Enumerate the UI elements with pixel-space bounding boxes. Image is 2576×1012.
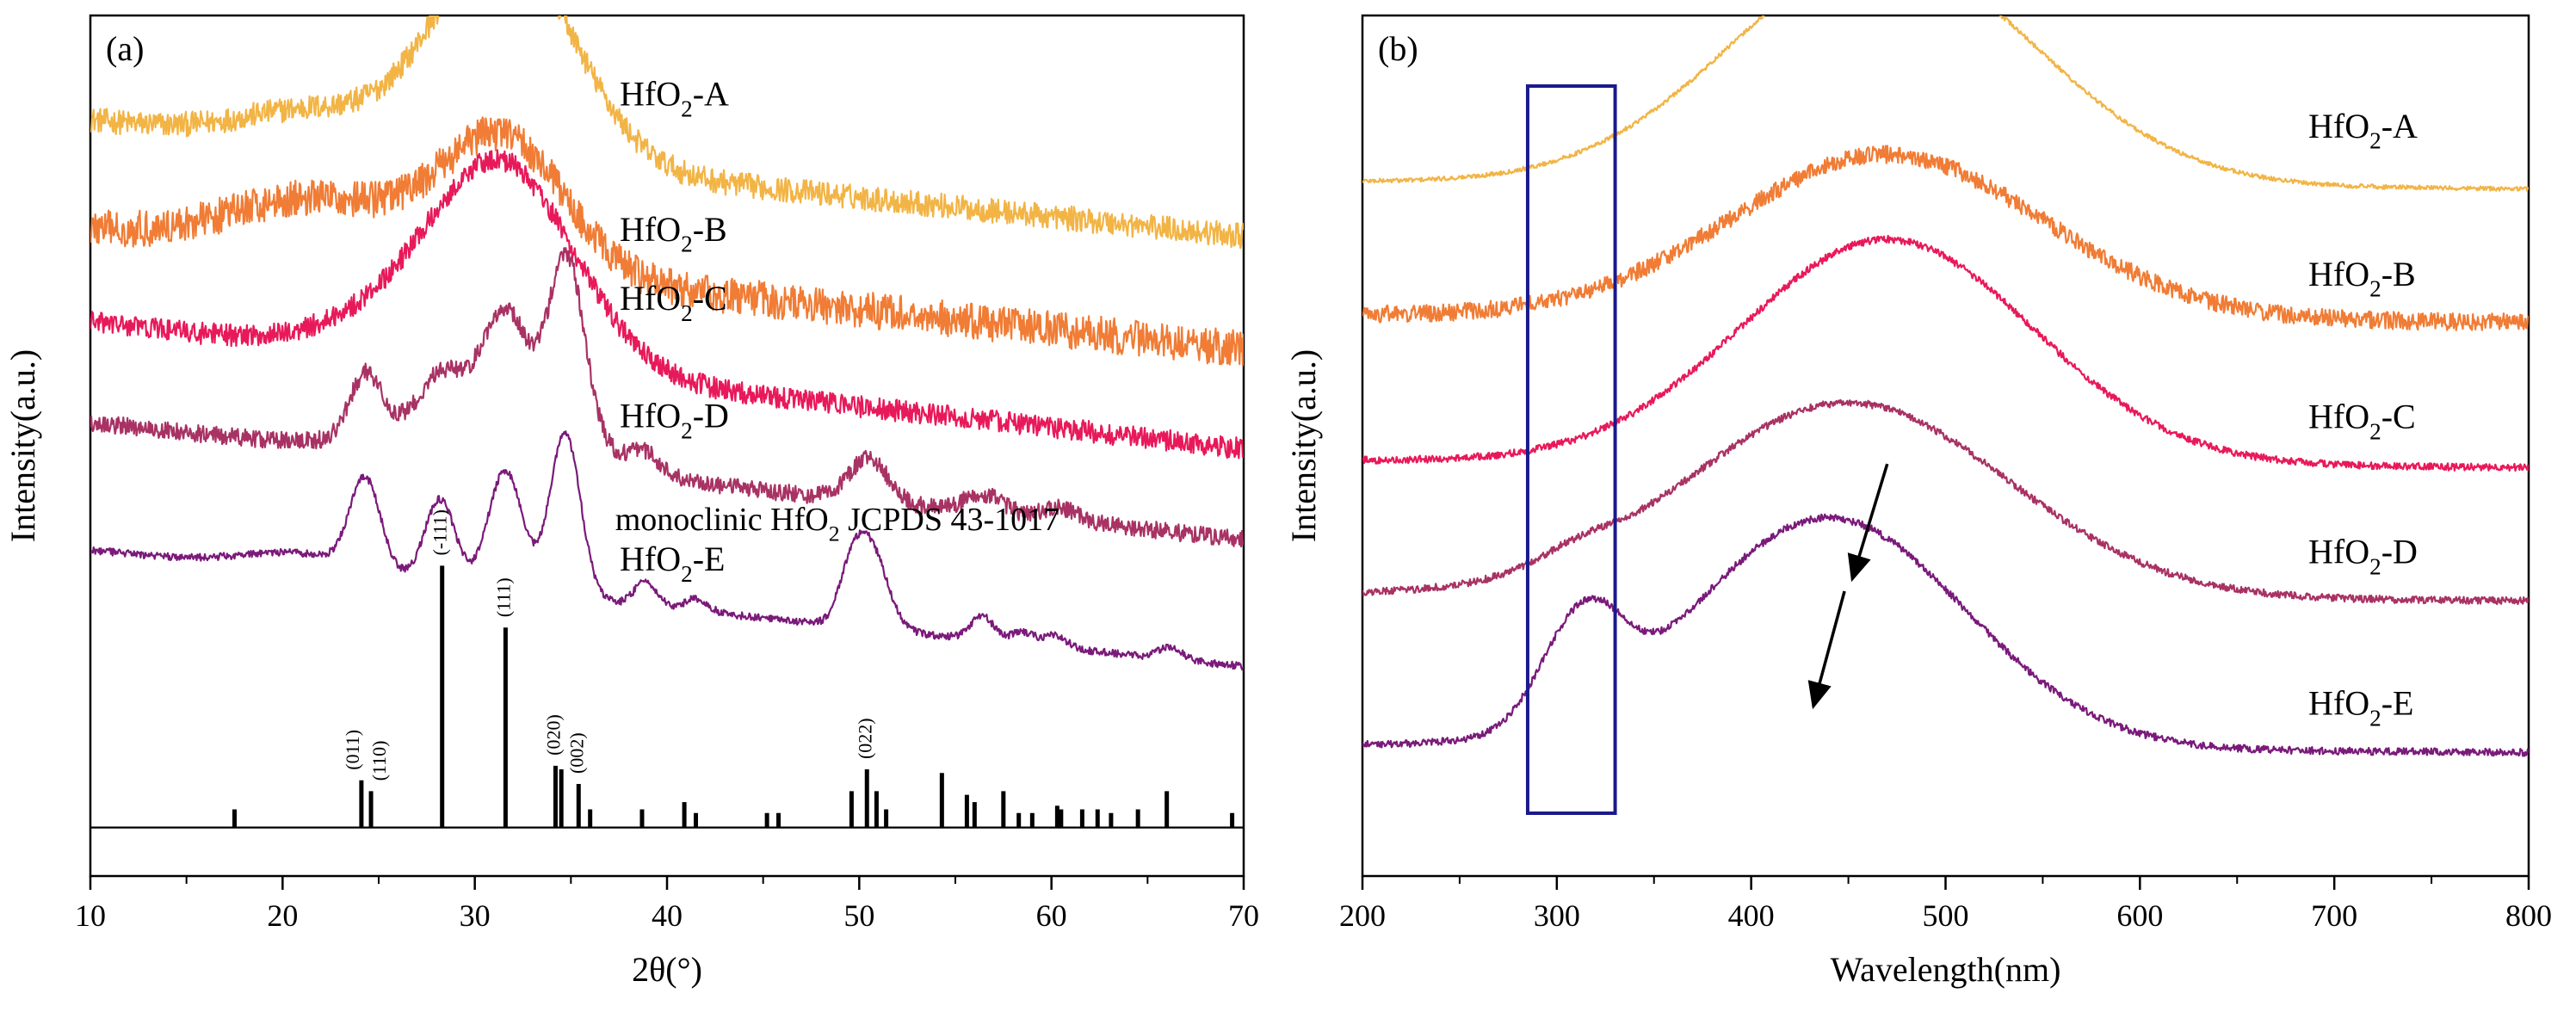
x-tick-label: 40 [652, 898, 683, 933]
hkl-label: (020) [543, 714, 565, 756]
panel-label: (a) [106, 29, 144, 68]
x-tick-label: 30 [460, 898, 491, 933]
x-tick-label: 500 [1923, 898, 1969, 933]
series-label-HfO2-B: HfO2-B [2308, 255, 2416, 302]
x-tick-label: 400 [1728, 898, 1775, 933]
series-line-HfO2-E [1362, 513, 2529, 757]
y-axis-label: Intensity(a.u.) [1284, 349, 1323, 542]
annotation-arrow [1807, 590, 1846, 710]
series-label-HfO2-A: HfO2-A [620, 75, 729, 122]
x-tick-label: 20 [267, 898, 298, 933]
hkl-label: (111) [492, 577, 514, 617]
series-label-HfO2-B: HfO2-B [620, 210, 727, 257]
series-label-HfO2-E: HfO2-E [2308, 684, 2413, 731]
x-axis-label: 2θ(°) [632, 950, 702, 989]
series-line-HfO2-C [90, 149, 1244, 460]
hkl-label: (011) [342, 730, 363, 770]
series-group [90, 15, 1244, 671]
series-label-HfO2-C: HfO2-C [2308, 398, 2416, 445]
x-tick-label: 10 [75, 898, 106, 933]
x-tick-label: 200 [1339, 898, 1386, 933]
x-tick-label: 60 [1036, 898, 1067, 933]
x-tick-label: 700 [2311, 898, 2357, 933]
panel-b-pl-chart: (b) 200 300 400 500 600 700 800 Wavelength(nm) In… [1284, 14, 2552, 989]
series-line-HfO2-D [1362, 398, 2529, 606]
series-line-HfO2-A [1362, 15, 2529, 192]
hkl-label: (022) [854, 718, 875, 759]
x-axis-label: Wavelength(nm) [1831, 950, 2061, 989]
series-label-HfO2-E: HfO2-E [620, 540, 725, 587]
x-tick-label: 800 [2505, 898, 2552, 933]
panel-a-xrd-chart: (a) 10 20 30 40 50 60 70 2θ(°) Intensity(a.u.) HfO… [3, 14, 1259, 989]
series-group [1362, 15, 2529, 757]
x-tick-label: 300 [1534, 898, 1580, 933]
highlight-box [1525, 84, 1617, 815]
series-label-HfO2-D: HfO2-D [2308, 533, 2418, 580]
series-label-HfO2-C: HfO2-C [620, 279, 727, 326]
series-line-HfO2-C [1362, 234, 2529, 472]
x-tick-label: 50 [843, 898, 874, 933]
x-tick-label: 600 [2116, 898, 2163, 933]
series-label-HfO2-D: HfO2-D [620, 397, 729, 444]
series-line-HfO2-A [90, 15, 1244, 250]
hkl-label: (002) [565, 732, 587, 774]
series-line-HfO2-B [1362, 145, 2529, 331]
hkl-label: (-111) [429, 509, 451, 555]
series-line-HfO2-E [90, 430, 1244, 671]
panel-label: (b) [1378, 29, 1418, 68]
x-tick-label: 70 [1228, 898, 1259, 933]
hkl-label: (110) [368, 741, 390, 781]
series-label-HfO2-A: HfO2-A [2308, 107, 2418, 154]
annotation-arrow [1847, 463, 1889, 583]
reference-label: monoclinic HfO2 JCPDS 43-1017 [615, 502, 1059, 546]
y-axis-label: Intensity(a.u.) [3, 349, 42, 542]
series-line-HfO2-B [90, 116, 1244, 367]
series-line-HfO2-D [90, 247, 1244, 548]
